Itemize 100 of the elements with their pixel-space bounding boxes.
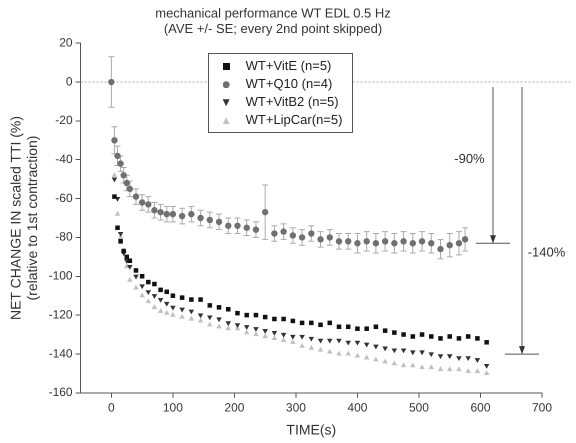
point <box>418 238 426 245</box>
point <box>474 358 480 363</box>
point <box>484 340 489 345</box>
point <box>178 212 186 220</box>
point <box>372 240 380 246</box>
y-tick-label: -100 <box>48 268 73 283</box>
point <box>138 199 146 206</box>
y-tick-label: 20 <box>59 36 73 50</box>
point <box>198 314 204 318</box>
point <box>400 348 406 354</box>
point <box>158 308 164 313</box>
point <box>253 327 259 332</box>
point <box>140 274 144 279</box>
point <box>158 288 163 292</box>
point <box>254 312 258 318</box>
point <box>300 320 304 326</box>
legend-label: WT+Q10 (n=4) <box>244 75 334 94</box>
point <box>354 340 360 346</box>
annotation: -140% <box>528 244 566 260</box>
point <box>252 226 260 233</box>
point <box>112 194 117 199</box>
point <box>364 342 370 348</box>
point <box>392 360 398 366</box>
point <box>420 332 424 337</box>
point <box>345 238 352 245</box>
point <box>309 320 314 326</box>
point <box>429 334 434 339</box>
point <box>151 207 158 214</box>
point <box>475 336 480 341</box>
y-axis-title: NET CHANGE IN scaled TTI (%) (relative to 1st contraction) <box>7 116 40 320</box>
point <box>400 362 406 368</box>
point <box>466 334 470 339</box>
point <box>198 318 204 323</box>
point <box>170 312 176 317</box>
point <box>164 310 170 315</box>
point <box>179 314 185 319</box>
point <box>308 336 314 342</box>
point <box>299 342 305 348</box>
point <box>124 180 130 186</box>
point <box>226 307 231 312</box>
y-tick-label: -120 <box>48 307 73 322</box>
point <box>112 172 118 177</box>
point <box>216 218 222 226</box>
y-tick-label: -80 <box>55 230 73 244</box>
point <box>437 246 444 252</box>
point <box>133 274 139 280</box>
point <box>456 240 462 246</box>
point <box>290 339 296 344</box>
point <box>124 254 130 260</box>
annotation: -90% <box>454 151 486 166</box>
point <box>244 329 250 334</box>
y-tick-label: 0 <box>66 74 73 88</box>
point <box>262 333 268 338</box>
point <box>139 292 145 298</box>
point <box>244 312 249 318</box>
point <box>118 232 124 237</box>
point <box>280 337 286 342</box>
point <box>216 317 222 322</box>
point <box>345 350 351 356</box>
point <box>290 232 296 239</box>
y-tick-label: -160 <box>48 385 73 400</box>
point <box>262 314 268 320</box>
point <box>299 334 305 340</box>
point <box>272 335 278 340</box>
point <box>419 350 425 356</box>
point <box>363 238 370 245</box>
point <box>462 236 468 243</box>
point <box>188 316 194 321</box>
point <box>146 280 151 284</box>
point <box>326 234 333 241</box>
point <box>179 308 185 312</box>
point <box>111 137 118 144</box>
point <box>410 350 416 356</box>
point <box>225 222 232 229</box>
point <box>336 350 342 356</box>
point <box>128 258 132 263</box>
point <box>382 346 388 352</box>
point <box>419 364 425 370</box>
point <box>446 366 452 372</box>
x-tick-label: 700 <box>532 400 552 414</box>
point <box>401 332 406 337</box>
point <box>115 225 120 230</box>
point <box>317 236 324 243</box>
point <box>465 356 471 362</box>
point <box>139 284 145 290</box>
y-tick-label: -40 <box>55 152 73 166</box>
point <box>382 358 388 364</box>
point <box>354 352 360 358</box>
point <box>446 354 452 360</box>
point <box>271 230 278 237</box>
y-tick-label: -60 <box>55 190 73 205</box>
point <box>382 328 388 333</box>
point <box>373 344 379 350</box>
point <box>456 366 462 372</box>
point <box>392 330 397 335</box>
point <box>484 370 490 375</box>
point <box>198 297 203 302</box>
point <box>456 336 462 341</box>
point <box>225 326 232 330</box>
point <box>410 240 416 246</box>
